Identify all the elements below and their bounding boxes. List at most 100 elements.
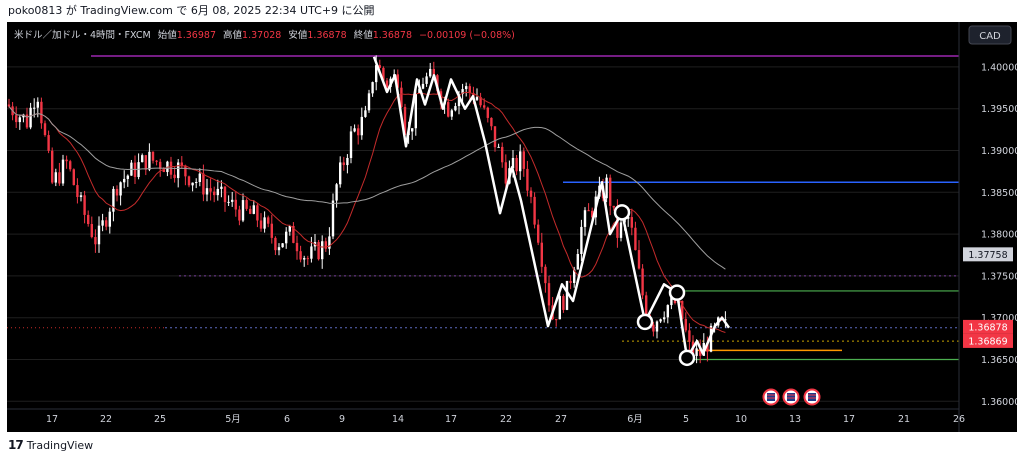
candle-body bbox=[529, 190, 533, 197]
candle-body bbox=[670, 294, 673, 306]
candle-body bbox=[335, 184, 338, 201]
candle-body bbox=[569, 280, 572, 283]
candle-body bbox=[303, 258, 306, 260]
price-axis[interactable]: 1.40000 1.39500 1.39000 1.38500 1.38000 1.375… bbox=[958, 22, 1017, 432]
candle-body bbox=[40, 101, 43, 124]
candle-body bbox=[637, 250, 641, 269]
candle-body bbox=[83, 195, 86, 215]
candle-body bbox=[652, 324, 655, 332]
candle-body bbox=[231, 199, 234, 202]
candle-body bbox=[33, 107, 36, 109]
candle-body bbox=[681, 301, 684, 319]
candle-body bbox=[97, 225, 101, 245]
candle-body bbox=[220, 186, 223, 189]
candle-body bbox=[385, 80, 389, 87]
x-tick-label: 22 bbox=[500, 414, 512, 425]
us-flag-icon[interactable] bbox=[803, 388, 821, 406]
candle-body bbox=[490, 117, 493, 127]
candle-body bbox=[663, 317, 666, 320]
candle-body bbox=[555, 319, 558, 321]
candle-body bbox=[724, 319, 727, 321]
candle-body bbox=[360, 116, 363, 136]
chart-area[interactable]: 1.40000 1.39500 1.39000 1.38500 1.38000 1.375… bbox=[7, 22, 1017, 432]
candle-body bbox=[180, 162, 183, 166]
us-flag-icon[interactable] bbox=[762, 388, 780, 406]
candle-body bbox=[612, 205, 615, 208]
ma-fast-line bbox=[8, 91, 726, 333]
candle-body bbox=[425, 76, 428, 84]
time-axis[interactable]: 17 22 25 5月 6 9 14 17 22 27 6月 5 10 13 17 21 26 bbox=[7, 408, 965, 425]
publish-caption: poko0813 が TradingView.com で 6月 08, 2025… bbox=[8, 4, 375, 17]
candle-body bbox=[547, 283, 551, 306]
candle-body bbox=[537, 224, 540, 243]
candle-body bbox=[76, 185, 79, 197]
candle-body bbox=[367, 93, 371, 111]
candle-body bbox=[486, 107, 489, 118]
candle-body bbox=[706, 342, 709, 352]
candle-body bbox=[223, 186, 227, 203]
footer-brand: TradingView bbox=[26, 438, 94, 452]
candle-body bbox=[497, 146, 500, 148]
candle-body bbox=[123, 178, 126, 183]
candle-body bbox=[101, 220, 104, 226]
y-tick-label: 1.38000 bbox=[981, 230, 1017, 241]
event-markers[interactable] bbox=[762, 388, 821, 406]
chart-grid bbox=[7, 66, 959, 402]
candle-body bbox=[544, 266, 547, 284]
pattern-point-circle bbox=[613, 204, 631, 221]
candle-body bbox=[562, 296, 565, 310]
candle-body bbox=[576, 254, 579, 270]
candle-body bbox=[324, 241, 327, 249]
candle-body bbox=[364, 110, 367, 117]
candle-body bbox=[159, 161, 162, 169]
candle-body bbox=[634, 227, 637, 251]
us-flag-icon[interactable] bbox=[782, 388, 800, 406]
candle-body bbox=[659, 319, 662, 322]
y-tick-label: 1.36000 bbox=[981, 397, 1017, 408]
ma-slow-line bbox=[8, 106, 726, 270]
candle-body bbox=[411, 128, 414, 132]
price-label: 1.36869 bbox=[963, 333, 1013, 348]
candle-body bbox=[400, 87, 403, 107]
price-chart[interactable]: 1.40000 1.39500 1.39000 1.38500 1.38000 1.375… bbox=[7, 22, 1017, 432]
candle-body bbox=[421, 83, 425, 89]
candle-body bbox=[274, 237, 277, 251]
candle-body bbox=[479, 97, 482, 106]
candle-body bbox=[7, 104, 11, 107]
candle-body bbox=[256, 205, 259, 221]
candle-body bbox=[580, 226, 583, 255]
candle-body bbox=[47, 135, 50, 151]
price-label-text: 1.37758 bbox=[968, 250, 1007, 261]
candle-body bbox=[382, 67, 385, 81]
candle-body bbox=[591, 210, 594, 218]
candle-body bbox=[540, 242, 543, 267]
candle-body bbox=[281, 243, 284, 248]
candle-body bbox=[29, 107, 32, 128]
candle-body bbox=[25, 114, 29, 128]
candle-body bbox=[414, 93, 417, 129]
zigzag-line bbox=[372, 56, 731, 360]
candle-body bbox=[195, 182, 198, 184]
x-tick-label: 5 bbox=[683, 414, 689, 425]
candle-body bbox=[504, 162, 507, 184]
candle-body bbox=[65, 159, 68, 162]
candle-body bbox=[173, 174, 176, 179]
candle-body bbox=[202, 173, 205, 195]
candle-body bbox=[695, 348, 698, 356]
candle-body bbox=[252, 205, 255, 214]
x-tick-label: 9 bbox=[339, 414, 345, 425]
candle-body bbox=[465, 86, 468, 90]
candle-body bbox=[205, 188, 209, 195]
flag-field bbox=[767, 393, 775, 401]
candle-body bbox=[148, 151, 151, 170]
candle-body bbox=[187, 176, 191, 186]
candle-body bbox=[317, 242, 320, 260]
candle-body bbox=[61, 159, 65, 184]
candle-body bbox=[87, 214, 90, 225]
candle-body bbox=[454, 106, 457, 111]
candle-body bbox=[241, 200, 245, 221]
candle-body bbox=[432, 68, 435, 76]
pattern-point-circle bbox=[668, 284, 686, 301]
currency-button[interactable]: CAD bbox=[968, 25, 1012, 45]
flag-field bbox=[787, 393, 795, 401]
